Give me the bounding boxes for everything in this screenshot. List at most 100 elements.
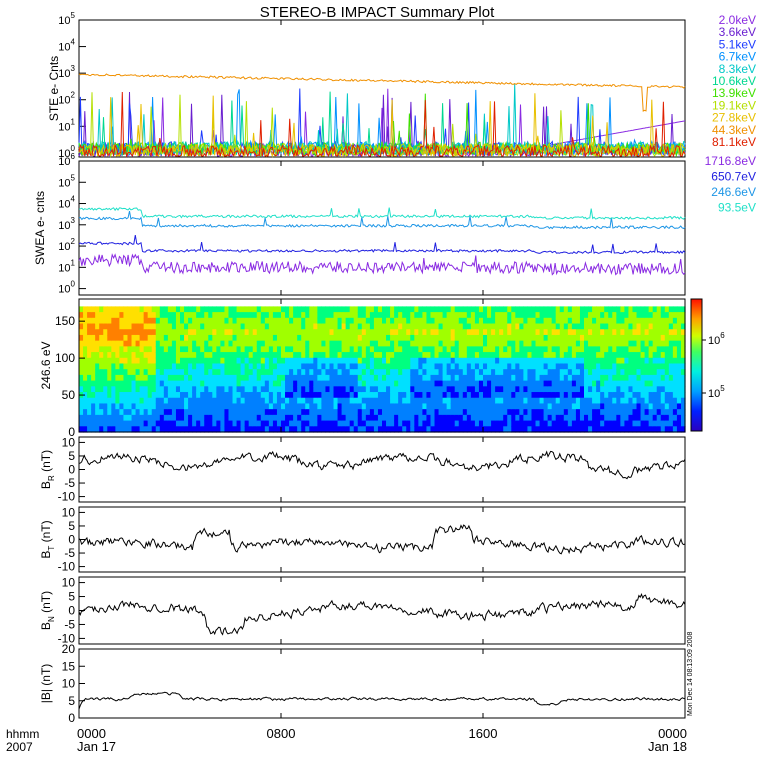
heatmap-cell — [163, 352, 169, 359]
heatmap-cell — [390, 380, 395, 387]
heatmap-cell — [123, 380, 129, 387]
heatmap-cell — [438, 403, 444, 410]
heatmap-cell — [293, 329, 298, 336]
heatmap-cell — [620, 369, 625, 376]
heatmap-cell — [579, 386, 585, 393]
heatmap-cell — [430, 346, 436, 353]
heatmap-cell — [357, 414, 363, 422]
heatmap-cell — [365, 397, 371, 405]
heatmap-cell — [240, 334, 246, 342]
heatmap-cell — [305, 386, 310, 393]
legend-ste-3: 6.7keV — [719, 50, 756, 64]
y-tick-exponent: 4 — [71, 195, 76, 204]
heatmap-cell — [402, 317, 407, 325]
heatmap-cell — [547, 386, 553, 393]
heatmap-cell — [430, 409, 436, 416]
heatmap-cell — [333, 414, 339, 422]
heatmap-cell — [414, 420, 419, 427]
heatmap-cell — [192, 380, 197, 387]
heatmap-cell — [200, 374, 205, 382]
heatmap-cell — [483, 312, 488, 319]
heatmap-cell — [579, 403, 585, 410]
heatmap-cell — [446, 323, 452, 330]
heatmap-cell — [531, 306, 537, 313]
heatmap-cell — [276, 340, 282, 347]
legend-ste-8: 27.8keV — [712, 111, 756, 125]
heatmap-cell — [438, 346, 444, 353]
heatmap-cell — [268, 403, 274, 410]
heatmap-cell — [79, 414, 84, 422]
heatmap-cell — [264, 306, 270, 313]
heatmap-cell — [474, 392, 480, 399]
heatmap-cell — [119, 340, 125, 347]
heatmap-cell — [285, 312, 290, 319]
heatmap-cell — [228, 329, 234, 336]
heatmap-cell — [135, 346, 141, 353]
heatmap-cell — [272, 392, 278, 399]
heatmap-cell — [539, 420, 545, 427]
heatmap-cell — [442, 363, 448, 370]
x-tick-label: 0000 — [658, 726, 687, 741]
heatmap-cell — [466, 374, 472, 382]
heatmap-cell — [592, 334, 597, 342]
heatmap-cell — [95, 334, 100, 342]
heatmap-cell — [620, 340, 625, 347]
heatmap-cell — [575, 374, 581, 382]
heatmap-cell — [200, 403, 205, 410]
heatmap-cell — [656, 397, 662, 405]
heatmap-cell — [167, 334, 173, 342]
heatmap-cell — [418, 346, 423, 353]
heatmap-cell — [200, 323, 205, 330]
heatmap-cell — [305, 403, 310, 410]
y-tick-label: 104 — [58, 195, 75, 211]
heatmap-cell — [91, 397, 96, 405]
heatmap-cell — [418, 420, 423, 427]
heatmap-cell — [305, 414, 310, 422]
heatmap-cell — [321, 414, 327, 422]
heatmap-cell — [483, 420, 488, 427]
heatmap-cell — [474, 397, 480, 405]
heatmap-cell — [390, 329, 395, 336]
heatmap-cell — [563, 380, 569, 387]
heatmap-cell — [293, 369, 298, 376]
heatmap-cell — [442, 312, 448, 319]
heatmap-cell — [438, 397, 444, 405]
heatmap-cell — [584, 312, 589, 319]
heatmap-cell — [220, 357, 226, 365]
heatmap-cell — [297, 306, 302, 313]
heatmap-cell — [131, 306, 137, 313]
heatmap-cell — [450, 340, 456, 347]
heatmap-cell — [616, 403, 621, 410]
heatmap-cell — [377, 392, 383, 399]
heatmap-cell — [620, 352, 625, 359]
heatmap-cell — [624, 403, 630, 410]
heatmap-cell — [567, 414, 573, 422]
heatmap-cell — [147, 397, 153, 405]
heatmap-cell — [188, 352, 193, 359]
heatmap-cell — [660, 403, 666, 410]
heatmap-cell — [260, 374, 266, 382]
heatmap-cell — [325, 334, 331, 342]
heatmap-cell — [458, 397, 464, 405]
heatmap-cell — [345, 323, 351, 330]
heatmap-cell — [115, 409, 120, 416]
heatmap-cell — [301, 392, 306, 399]
heatmap-cell — [426, 369, 432, 376]
heatmap-cell — [293, 317, 298, 325]
series-line-ste-9 — [78, 73, 686, 112]
heatmap-cell — [180, 380, 185, 387]
heatmap-cell — [418, 357, 423, 365]
heatmap-cell — [236, 340, 242, 347]
heatmap-cell — [507, 420, 512, 427]
heatmap-cell — [402, 374, 407, 382]
heatmap-cell — [325, 352, 331, 359]
heatmap-cell — [628, 317, 634, 325]
heatmap-cell — [285, 329, 290, 336]
heatmap-cell — [503, 374, 508, 382]
heatmap-cell — [414, 363, 419, 370]
heatmap-cell — [119, 357, 125, 365]
heatmap-cell — [175, 374, 181, 382]
heatmap-cell — [293, 420, 298, 427]
heatmap-cell — [192, 397, 197, 405]
heatmap-cell — [321, 334, 327, 342]
